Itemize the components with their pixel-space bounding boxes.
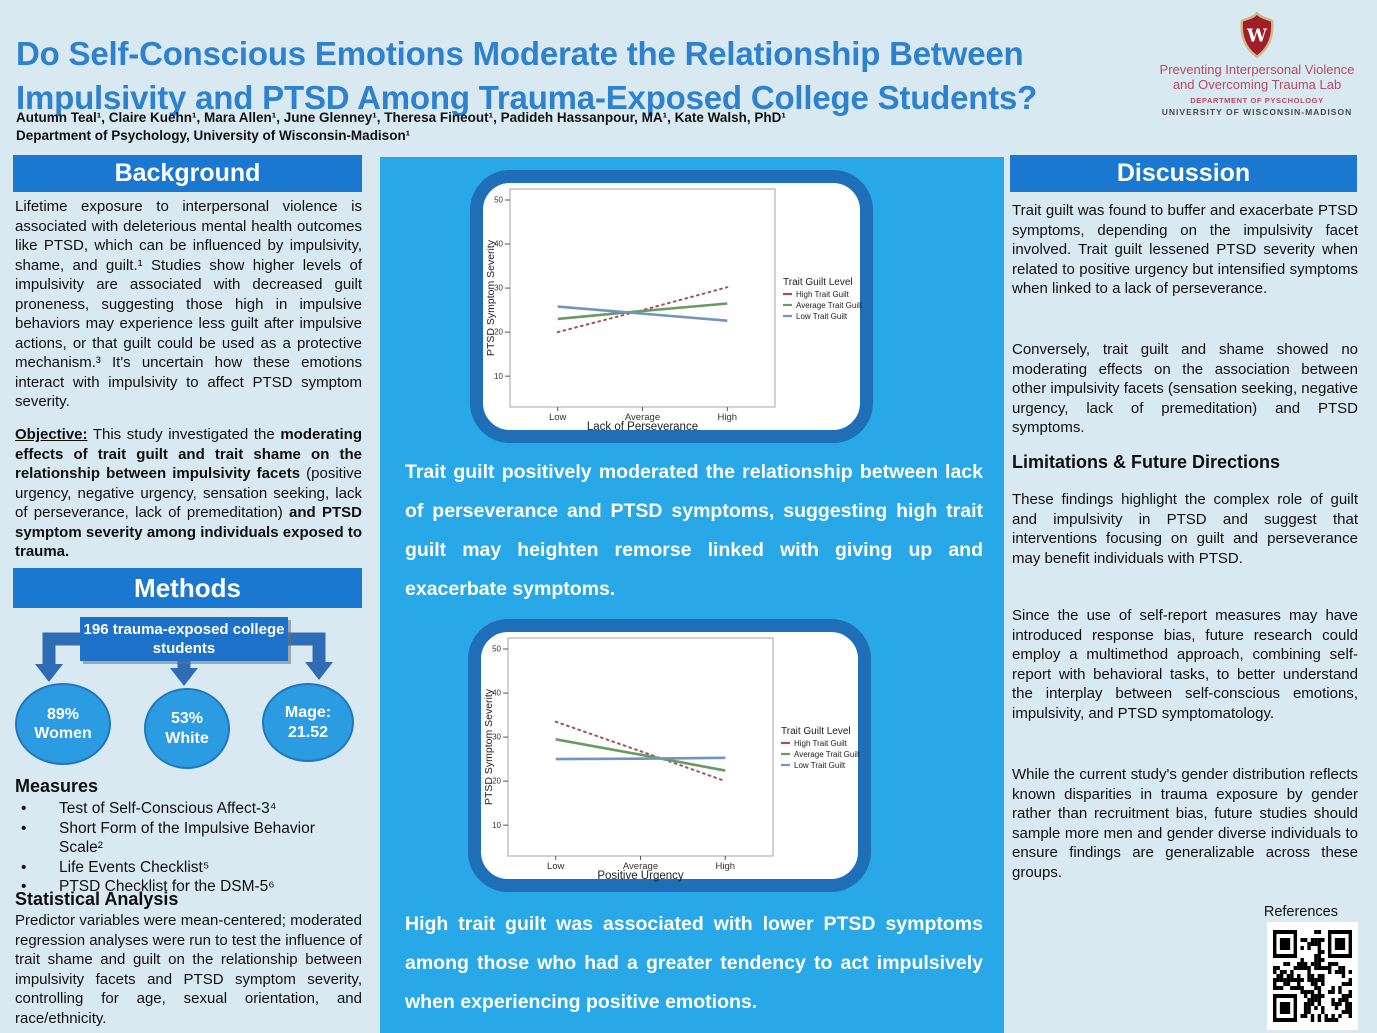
svg-text:Average: Average [623, 861, 658, 872]
svg-text:Average Trait Guilt: Average Trait Guilt [794, 750, 861, 759]
limitations-paragraph-2: Since the use of self-report measures ma… [1012, 607, 1358, 722]
qr-code [1273, 930, 1352, 1022]
demographic-value: 53% [170, 710, 204, 728]
objective-paragraph: Objective: This study investigated the m… [15, 425, 362, 562]
list-item: PTSD Checklist for the DSM-5⁶ [15, 877, 362, 897]
demographic-ellipse-women: 89% Women [15, 683, 111, 765]
demographic-ellipse-white: 53% White [144, 688, 230, 769]
svg-text:Low Trait Guilt: Low Trait Guilt [794, 761, 846, 770]
list-item: Life Events Checklist⁵ [15, 858, 362, 878]
section-header-methods: Methods [13, 568, 362, 608]
demographic-label: Women [34, 725, 92, 742]
affiliation-line: Department of Psychology, University of … [16, 128, 411, 143]
svg-text:PTSD Symptom Severity: PTSD Symptom Severity [483, 688, 495, 805]
svg-text:20: 20 [494, 328, 503, 337]
demographic-value: 89% [46, 705, 80, 723]
line-chart-positive-urgency: 10 20 30 40 50 Low Average High Positive Urgency… [483, 637, 861, 882]
section-header-background: Background [13, 155, 362, 192]
limitations-paragraph-1: These findings highlight the complex rol… [1012, 491, 1358, 567]
lab-name: Preventing Interpersonal Violence and Ov… [1159, 62, 1355, 93]
limitations-paragraph-3: While the current study's gender distrib… [1012, 766, 1358, 881]
svg-text:High Trait Guilt: High Trait Guilt [796, 290, 850, 299]
svg-text:PTSD Symptom Severity: PTSD Symptom Severity [485, 239, 497, 356]
line-chart-lack-of-perseverance: 10 20 30 40 50 Low Average High Lack of Persever… [485, 188, 863, 433]
lab-university: UNIVERSITY OF WISCONSIN-MADISON [1161, 106, 1353, 117]
svg-text:Average: Average [625, 412, 660, 423]
discussion-paragraph-2: Conversely, trait guilt and shame showed… [1012, 341, 1359, 436]
lab-logo: W Preventing Interpersonal Violence and … [1148, 12, 1366, 117]
lab-department: DEPARTMENT OF PYSCHOLOGY [1190, 95, 1324, 105]
svg-text:Positive Urgency: Positive Urgency [597, 870, 684, 882]
svg-text:40: 40 [492, 689, 501, 698]
flow-arrowhead-left [35, 664, 63, 682]
svg-text:Low Trait Guilt: Low Trait Guilt [796, 312, 848, 321]
limitations-heading: Limitations & Future Directions [1012, 452, 1281, 472]
svg-text:30: 30 [492, 733, 501, 742]
svg-text:20: 20 [492, 777, 501, 786]
svg-text:10: 10 [492, 821, 501, 830]
svg-text:50: 50 [492, 645, 501, 654]
flow-arrowhead-right [305, 662, 333, 680]
uw-crest-icon: W [1240, 12, 1274, 58]
measures-list: Test of Self-Conscious Affect-3⁴ Short F… [15, 799, 362, 897]
svg-text:Average Trait Guilt: Average Trait Guilt [796, 301, 863, 310]
svg-text:Low: Low [547, 861, 565, 872]
flow-arrowhead-middle [170, 668, 198, 686]
results-panel: 10 20 30 40 50 Low Average High Lack of Persever… [380, 157, 1004, 1033]
page-title: Do Self-Conscious Emotions Moderate the … [16, 35, 1038, 116]
authors-line: Autumn Teal¹, Claire Kuehn¹, Mara Allen¹… [16, 110, 786, 125]
objective-seg2: moderating effects of trait guilt and tr… [15, 426, 362, 482]
svg-text:Trait Guilt Level: Trait Guilt Level [783, 277, 853, 288]
sample-size-box: 196 trauma-exposed college students [80, 617, 288, 661]
section-header-discussion: Discussion [1010, 155, 1357, 192]
flow-arrows [35, 632, 333, 686]
sample-flow-diagram: 196 trauma-exposed college students 89% … [13, 610, 362, 785]
discussion-paragraph-1: Trait guilt was found to buffer and exac… [1012, 202, 1358, 297]
list-item: Short Form of the Impulsive Behavior Sca… [15, 819, 362, 858]
svg-text:50: 50 [494, 196, 503, 205]
references-label: References [1263, 904, 1338, 920]
objective-label: Objective: [15, 426, 88, 443]
measures-heading: Measures [15, 776, 99, 796]
references-qr-container [1267, 922, 1358, 1030]
demographic-value: Mage: [284, 704, 332, 722]
svg-text:Lack of Perseverance: Lack of Perseverance [587, 421, 698, 433]
demographic-label: White [165, 729, 209, 747]
svg-text:Low: Low [549, 412, 567, 423]
finding-text-1: Trait guilt positively moderated the rel… [405, 461, 983, 600]
demographic-ellipse-age: Mage: 21.52 [262, 683, 354, 762]
chart-card-positive-urgency: 10 20 30 40 50 Low Average High Positive Urgency… [468, 619, 871, 892]
demographic-label: 21.52 [287, 723, 329, 741]
finding-text-2: High trait guilt was associated with low… [405, 913, 983, 1013]
objective-seg3: (positive urgency, negative urgency, sen… [15, 465, 362, 521]
background-text: Lifetime exposure to interpersonal viole… [15, 198, 362, 410]
list-item: Test of Self-Conscious Affect-3⁴ [15, 799, 362, 819]
svg-text:Trait Guilt Level: Trait Guilt Level [781, 726, 851, 737]
objective-seg1: This study investigated the [87, 426, 281, 443]
flow-arrow-left [42, 632, 81, 666]
svg-text:High: High [718, 412, 738, 423]
statistical-analysis-heading: Statistical Analysis [15, 889, 179, 909]
svg-text:High: High [716, 861, 736, 872]
statistical-analysis-text: Predictor variables were mean-centered; … [15, 912, 362, 1027]
chart-card-perseverance: 10 20 30 40 50 Low Average High Lack of Persever… [470, 170, 873, 443]
svg-text:40: 40 [494, 240, 503, 249]
crest-letter: W [1246, 26, 1268, 47]
svg-text:10: 10 [494, 372, 503, 381]
svg-text:30: 30 [494, 284, 503, 293]
objective-seg4: and PTSD symptom severity among individu… [15, 504, 363, 560]
flow-arrow-right [287, 632, 326, 664]
svg-text:High Trait Guilt: High Trait Guilt [794, 739, 848, 748]
